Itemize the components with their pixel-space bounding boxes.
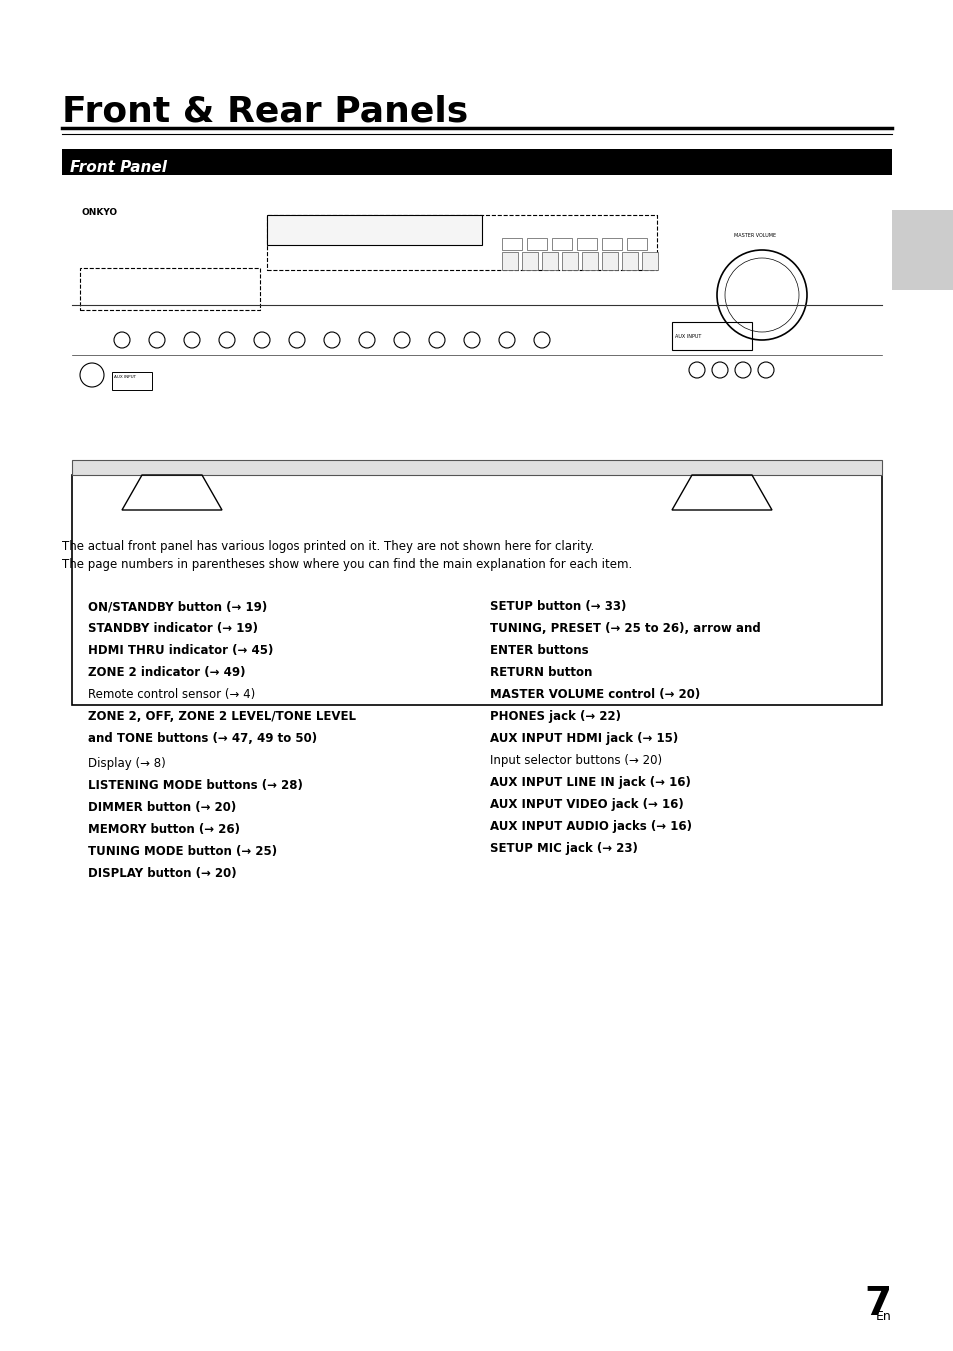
Text: ENTER buttons: ENTER buttons	[490, 644, 588, 657]
Text: MASTER VOLUME control (→ 20): MASTER VOLUME control (→ 20)	[490, 688, 700, 701]
Text: Remote control sensor (→ 4): Remote control sensor (→ 4)	[88, 688, 255, 701]
Text: SETUP MIC jack (→ 23): SETUP MIC jack (→ 23)	[490, 842, 638, 855]
Text: AUX INPUT AUDIO jacks (→ 16): AUX INPUT AUDIO jacks (→ 16)	[490, 820, 691, 834]
FancyBboxPatch shape	[541, 253, 558, 270]
FancyBboxPatch shape	[71, 476, 882, 705]
FancyBboxPatch shape	[641, 253, 658, 270]
FancyBboxPatch shape	[561, 253, 578, 270]
FancyBboxPatch shape	[71, 459, 882, 476]
Text: Input selector buttons (→ 20): Input selector buttons (→ 20)	[490, 754, 661, 767]
Text: AUX INPUT HDMI jack (→ 15): AUX INPUT HDMI jack (→ 15)	[490, 732, 678, 744]
FancyBboxPatch shape	[621, 253, 638, 270]
Text: DISPLAY button (→ 20): DISPLAY button (→ 20)	[88, 867, 236, 880]
Text: Front & Rear Panels: Front & Rear Panels	[62, 95, 468, 128]
Text: 7: 7	[864, 1285, 891, 1323]
FancyBboxPatch shape	[601, 253, 618, 270]
Text: ON/STANDBY button (→ 19): ON/STANDBY button (→ 19)	[88, 600, 267, 613]
Text: PHONES jack (→ 22): PHONES jack (→ 22)	[490, 711, 620, 723]
Text: The actual front panel has various logos printed on it. They are not shown here : The actual front panel has various logos…	[62, 540, 594, 553]
Text: TUNING, PRESET (→ 25 to 26), arrow and: TUNING, PRESET (→ 25 to 26), arrow and	[490, 621, 760, 635]
FancyBboxPatch shape	[521, 253, 537, 270]
Text: MASTER VOLUME: MASTER VOLUME	[733, 232, 776, 238]
Text: and TONE buttons (→ 47, 49 to 50): and TONE buttons (→ 47, 49 to 50)	[88, 732, 316, 744]
Text: HDMI THRU indicator (→ 45): HDMI THRU indicator (→ 45)	[88, 644, 274, 657]
Text: LISTENING MODE buttons (→ 28): LISTENING MODE buttons (→ 28)	[88, 780, 302, 792]
Text: ONKYO: ONKYO	[82, 208, 118, 218]
Text: AUX INPUT: AUX INPUT	[113, 376, 136, 380]
FancyBboxPatch shape	[62, 149, 891, 176]
Text: RETURN button: RETURN button	[490, 666, 592, 680]
Text: DIMMER button (→ 20): DIMMER button (→ 20)	[88, 801, 236, 815]
Text: TUNING MODE button (→ 25): TUNING MODE button (→ 25)	[88, 844, 276, 858]
Text: The page numbers in parentheses show where you can find the main explanation for: The page numbers in parentheses show whe…	[62, 558, 632, 571]
Text: En: En	[876, 1310, 891, 1323]
FancyBboxPatch shape	[267, 215, 481, 245]
Text: STANDBY indicator (→ 19): STANDBY indicator (→ 19)	[88, 621, 257, 635]
Text: AUX INPUT LINE IN jack (→ 16): AUX INPUT LINE IN jack (→ 16)	[490, 775, 690, 789]
Text: MEMORY button (→ 26): MEMORY button (→ 26)	[88, 823, 240, 836]
Text: SETUP button (→ 33): SETUP button (→ 33)	[490, 600, 626, 613]
Text: Front Panel: Front Panel	[70, 159, 167, 176]
Text: ZONE 2 indicator (→ 49): ZONE 2 indicator (→ 49)	[88, 666, 245, 680]
FancyBboxPatch shape	[501, 253, 517, 270]
Text: ZONE 2, OFF, ZONE 2 LEVEL/TONE LEVEL: ZONE 2, OFF, ZONE 2 LEVEL/TONE LEVEL	[88, 711, 355, 723]
Text: AUX INPUT: AUX INPUT	[675, 334, 700, 339]
FancyBboxPatch shape	[891, 209, 953, 290]
Text: Display (→ 8): Display (→ 8)	[88, 757, 166, 770]
FancyBboxPatch shape	[581, 253, 598, 270]
Text: AUX INPUT VIDEO jack (→ 16): AUX INPUT VIDEO jack (→ 16)	[490, 798, 683, 811]
